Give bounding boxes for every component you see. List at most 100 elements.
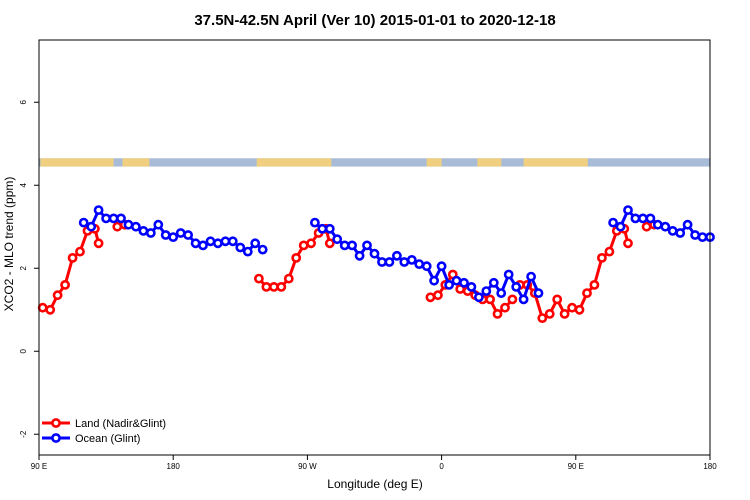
land-strip xyxy=(523,158,588,167)
data-point xyxy=(485,294,495,305)
data-point xyxy=(183,230,193,240)
data-point xyxy=(432,290,443,301)
data-point xyxy=(362,240,372,251)
data-point xyxy=(175,228,186,238)
data-point xyxy=(615,221,626,232)
y-tick-label: 4 xyxy=(19,182,28,187)
data-point xyxy=(198,240,208,251)
data-point xyxy=(257,244,268,255)
x-tick-label: 180 xyxy=(167,462,181,471)
data-point xyxy=(309,217,320,228)
data-point xyxy=(473,292,484,303)
data-point xyxy=(253,273,264,284)
data-point xyxy=(250,238,261,249)
x-tick-label: 0 xyxy=(439,462,444,471)
data-point xyxy=(261,281,272,292)
data-point xyxy=(227,236,238,247)
y-tick-label: 2 xyxy=(19,265,28,270)
land-strip xyxy=(477,158,502,167)
data-point xyxy=(101,213,111,224)
data-point xyxy=(60,279,70,290)
data-point xyxy=(589,279,600,290)
data-point xyxy=(414,259,425,269)
y-tick-label: 0 xyxy=(19,348,28,353)
data-point xyxy=(507,294,518,305)
land-strip xyxy=(256,158,332,167)
data-point xyxy=(559,308,570,319)
data-point xyxy=(145,228,156,238)
data-point xyxy=(488,277,499,288)
x-tick-label: 90 E xyxy=(31,462,47,471)
data-point xyxy=(682,219,693,230)
series-layer xyxy=(37,205,715,323)
data-point xyxy=(391,250,402,261)
data-point xyxy=(116,213,126,224)
y-axis-label: XCO2 - MLO trend (ppm) xyxy=(2,177,16,312)
data-point xyxy=(283,273,294,284)
data-point xyxy=(481,286,492,296)
data-point xyxy=(436,261,447,272)
data-point xyxy=(459,277,469,288)
data-point xyxy=(324,223,335,234)
data-point xyxy=(324,238,335,249)
data-point xyxy=(168,232,179,242)
legend-marker xyxy=(51,418,61,428)
chart-title: 37.5N-42.5N April (Ver 10) 2015-01-01 to… xyxy=(194,12,555,29)
data-point xyxy=(660,221,671,232)
data-point xyxy=(425,292,436,303)
data-point xyxy=(153,219,164,230)
data-point xyxy=(429,275,439,286)
data-point xyxy=(552,294,563,305)
data-point xyxy=(123,219,134,230)
data-point xyxy=(112,221,123,232)
data-point xyxy=(623,238,633,249)
data-point xyxy=(638,213,648,224)
series-ocean xyxy=(78,205,715,305)
data-point xyxy=(93,205,104,215)
legend-item: Ocean (Glint) xyxy=(42,433,140,445)
data-point xyxy=(533,288,544,298)
legend-label: Land (Nadir&Glint) xyxy=(75,418,166,430)
data-point xyxy=(37,302,48,313)
data-point xyxy=(130,221,141,232)
data-point xyxy=(518,294,529,305)
land-strip xyxy=(122,158,150,167)
data-point xyxy=(332,234,343,245)
data-point xyxy=(496,288,507,298)
data-point xyxy=(697,232,708,242)
data-point xyxy=(492,308,503,319)
data-point xyxy=(466,281,477,292)
data-point xyxy=(623,205,633,215)
data-point xyxy=(160,230,171,240)
data-point xyxy=(604,246,615,257)
data-point xyxy=(574,304,585,315)
data-point xyxy=(503,269,514,280)
data-point xyxy=(212,238,223,249)
data-point xyxy=(306,238,316,249)
legend-label: Ocean (Glint) xyxy=(75,433,140,445)
data-point xyxy=(526,271,536,282)
data-point xyxy=(93,238,104,249)
data-point xyxy=(652,219,663,230)
land-strip xyxy=(426,158,442,167)
data-point xyxy=(500,302,510,313)
data-point xyxy=(444,279,454,290)
x-axis-label: Longitude (deg E) xyxy=(327,477,422,491)
data-point xyxy=(75,246,85,257)
ocean-strip xyxy=(39,158,710,167)
data-point xyxy=(86,221,97,232)
legend: Land (Nadir&Glint) Ocean (Glint) xyxy=(42,418,166,445)
data-point xyxy=(235,242,246,253)
data-point xyxy=(597,252,607,263)
data-point xyxy=(675,228,686,238)
x-tick-label: 180 xyxy=(703,462,717,471)
data-point xyxy=(451,275,462,286)
data-point xyxy=(67,252,78,263)
data-point xyxy=(630,213,641,224)
data-point xyxy=(645,213,656,224)
data-point xyxy=(608,217,618,228)
data-point xyxy=(78,217,89,228)
data-point xyxy=(421,261,432,272)
data-point xyxy=(347,240,357,251)
